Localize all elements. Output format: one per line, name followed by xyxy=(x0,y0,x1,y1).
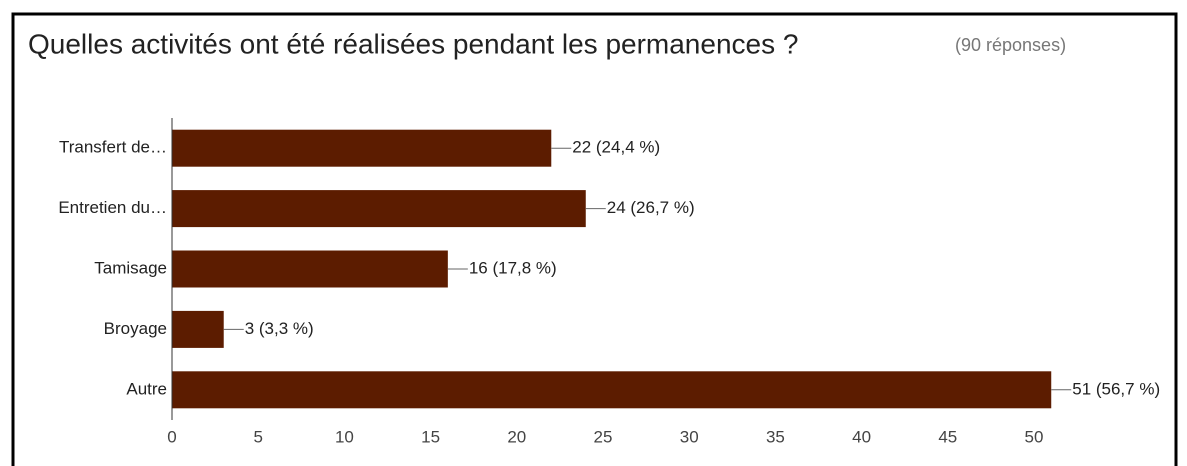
chart-title: Quelles activités ont été réalisées pend… xyxy=(28,28,798,59)
x-tick-label: 45 xyxy=(938,427,957,446)
y-tick-label: Broyage xyxy=(104,319,167,338)
value-label: 24 (26,7 %) xyxy=(607,198,695,217)
frame xyxy=(11,12,1178,466)
y-tick-label: Transfert de… xyxy=(59,138,167,157)
x-tick-label: 0 xyxy=(167,427,176,446)
bar xyxy=(172,371,1052,409)
value-label: 3 (3,3 %) xyxy=(245,319,314,338)
value-label: 51 (56,7 %) xyxy=(1072,379,1160,398)
bar xyxy=(172,250,448,288)
x-tick-label: 40 xyxy=(852,427,871,446)
x-tick-label: 50 xyxy=(1025,427,1044,446)
x-tick-label: 10 xyxy=(335,427,354,446)
x-tick-label: 20 xyxy=(507,427,526,446)
x-tick-label: 15 xyxy=(421,427,440,446)
y-tick-label: Tamisage xyxy=(94,258,167,277)
bar xyxy=(172,310,224,348)
bar xyxy=(172,190,586,228)
bar xyxy=(172,129,552,167)
y-tick-label: Entretien du… xyxy=(58,198,167,217)
x-tick-label: 35 xyxy=(766,427,785,446)
y-tick-label: Autre xyxy=(126,379,167,398)
chart-subtitle: (90 réponses) xyxy=(955,35,1066,55)
x-tick-label: 25 xyxy=(594,427,613,446)
value-label: 16 (17,8 %) xyxy=(469,258,557,277)
x-tick-label: 30 xyxy=(680,427,699,446)
x-tick-label: 5 xyxy=(253,427,262,446)
value-label: 22 (24,4 %) xyxy=(572,138,660,157)
